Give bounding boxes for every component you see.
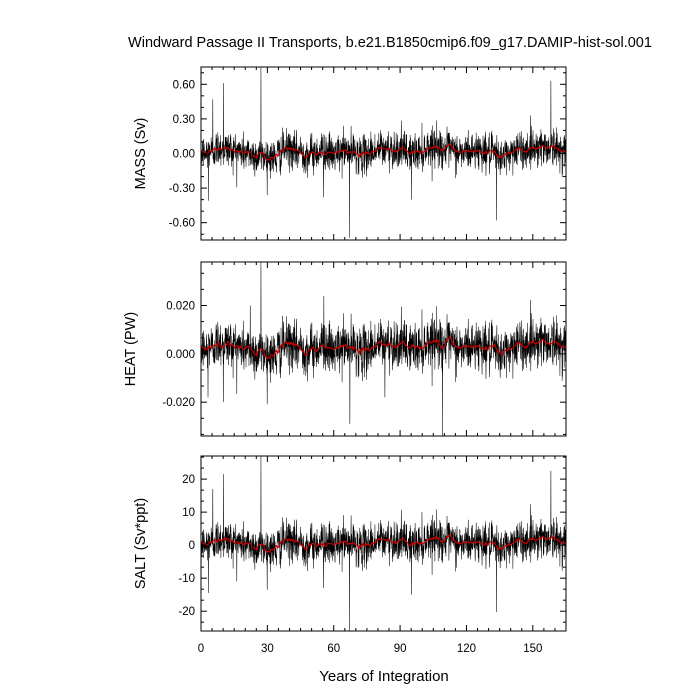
panel-salt: -20 -10 0 10 20 SALT (Sv*ppt) 0 30 60 90 120 150	[133, 455, 567, 655]
series-line-smoothed	[201, 336, 566, 360]
y-axis-label: MASS (Sv)	[133, 118, 149, 190]
y-tick-label: 20	[182, 474, 195, 486]
series-line-smoothed	[201, 533, 566, 553]
y-axis-label: SALT (Sv*ppt)	[133, 498, 149, 589]
y-tick-label: 10	[182, 507, 195, 519]
x-tick-label: 150	[523, 643, 542, 655]
y-tick-label: -10	[178, 573, 195, 585]
y-tick-label: -20	[178, 606, 195, 618]
y-tick-label: 0.000	[166, 349, 195, 361]
x-tick-label: 120	[457, 643, 476, 655]
y-tick-label: 0.020	[166, 301, 195, 313]
series-line-raw	[201, 67, 566, 238]
series-line-raw	[201, 456, 566, 631]
y-axis-label: HEAT (PW)	[123, 312, 139, 386]
x-tick-label: 0	[198, 643, 204, 655]
y-tick-label: -0.020	[162, 397, 195, 409]
x-tick-label: 90	[394, 643, 407, 655]
x-tick-label: 60	[327, 643, 340, 655]
y-tick-label: 0.00	[173, 149, 195, 161]
y-tick-label: 0	[189, 540, 195, 552]
y-tick-label: -0.60	[169, 218, 195, 230]
plot-frame	[200, 261, 567, 437]
y-tick-label: 0.30	[173, 114, 195, 126]
y-tick-label: -0.30	[169, 183, 195, 195]
panel-heat: -0.020 0.000 0.020 HEAT (PW)	[123, 261, 567, 437]
chart-title: Windward Passage II Transports, b.e21.B1…	[128, 35, 652, 51]
series-line-raw	[201, 262, 566, 436]
panel-mass: -0.60 -0.30 0.00 0.30 0.60 MASS (Sv)	[133, 66, 567, 241]
series-line-smoothed	[201, 143, 566, 161]
x-tick-label: 30	[261, 643, 274, 655]
y-tick-label: 0.60	[173, 79, 195, 91]
panels: -0.60 -0.30 0.00 0.30 0.60 MASS (Sv) -0.020 0.0…	[123, 66, 567, 655]
x-axis-label: Years of Integration	[319, 668, 449, 685]
plot-frame	[200, 455, 567, 632]
